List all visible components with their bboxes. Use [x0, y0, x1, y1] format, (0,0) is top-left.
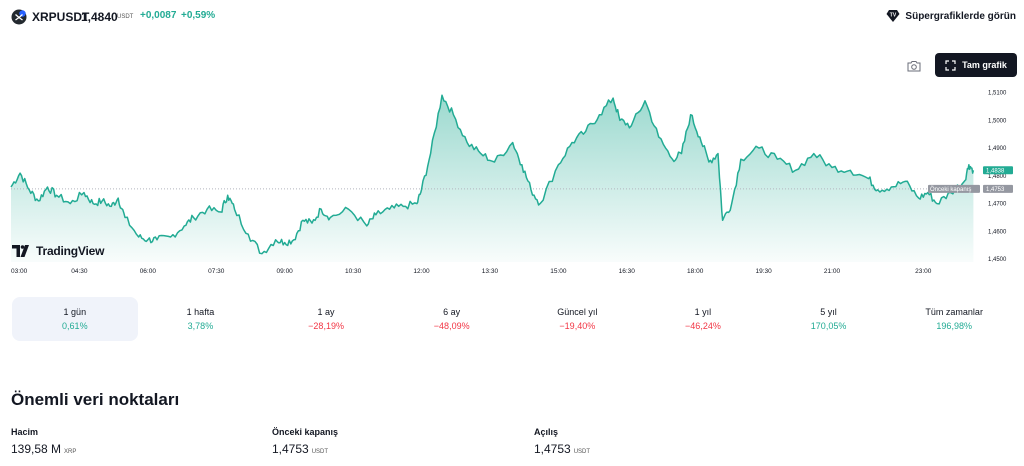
period-change: −19,40%: [559, 321, 596, 331]
key-data-volume: Hacim 139,58 M XRP: [11, 427, 76, 456]
period-label: 1 yıl: [694, 307, 712, 317]
y-axis-tick-label: 1,5000: [988, 118, 1007, 124]
key-data-value: 139,58 M: [11, 442, 62, 456]
y-axis-tick-label: 1,4900: [988, 146, 1007, 152]
period-tab[interactable]: Tüm zamanlar 196,98%: [891, 297, 1017, 341]
x-axis-tick-label: 19:30: [755, 268, 772, 275]
period-label: 6 ay: [443, 307, 461, 317]
period-tab[interactable]: 6 ay −48,09%: [389, 297, 515, 341]
period-tab[interactable]: 1 ay −28,19%: [263, 297, 389, 341]
key-data-open: Açılış 1,4753 USDT: [534, 427, 590, 456]
supercharts-link-label: Süpergrafiklerde görün: [905, 10, 1016, 22]
period-label: Tüm zamanlar: [925, 307, 983, 317]
x-axis-tick-label: 23:00: [915, 268, 932, 275]
period-label: 1 gün: [63, 307, 87, 317]
period-change: 3,78%: [187, 321, 214, 331]
period-label: 1 hafta: [186, 307, 215, 317]
y-axis-tick-label: 1,4800: [988, 174, 1007, 180]
tradingview-logo-icon: [12, 245, 29, 257]
supercharts-badge-icon: TV: [886, 10, 900, 22]
price-series-line: [10, 94, 975, 255]
x-axis-tick-label: 04:30: [71, 268, 88, 275]
x-axis-tick-label: 06:00: [140, 268, 157, 275]
key-data-unit: XRP: [64, 449, 77, 455]
x-axis-tick-label: 12:00: [413, 268, 430, 275]
period-tab[interactable]: Güncel yıl −19,40%: [515, 297, 641, 341]
x-axis-tick-label: 10:30: [345, 268, 362, 275]
last-price-tag-value: 1,4838: [986, 168, 1005, 174]
x-axis-tick-label: 13:30: [482, 268, 499, 275]
y-axis-tick-label: 1,4700: [988, 202, 1007, 208]
period-change: −28,19%: [308, 321, 344, 331]
key-data-value: 1,4753: [534, 442, 571, 456]
x-axis-tick-label: 15:00: [550, 268, 567, 275]
key-data-title: Önemli veri noktaları: [11, 390, 180, 409]
x-axis-tick-label: 07:30: [208, 268, 225, 275]
key-data-previous-close: Önceki kapanış 1,4753 USDT: [272, 427, 338, 456]
period-selector: 1 gün 0,61% 1 hafta 3,78% 1 ay −28,19% 6 ay −48…: [12, 297, 1017, 341]
period-change: 0,61%: [62, 321, 88, 331]
key-data-unit: USDT: [311, 449, 329, 455]
full-chart-button[interactable]: Tam grafik: [935, 53, 1017, 77]
key-data-label: Açılış: [534, 427, 559, 437]
x-axis-tick-label: 09:00: [277, 268, 294, 275]
period-tab[interactable]: 1 yıl −46,24%: [640, 297, 766, 341]
price-chart[interactable]: 1,5100 1,5000 1,4900 1,4800 1,4700 1,4600 1,45…: [0, 40, 1024, 285]
tradingview-logo-text: TradingView: [36, 244, 105, 258]
period-change: 170,05%: [810, 321, 847, 331]
period-tab[interactable]: 1 hafta 3,78%: [138, 297, 264, 341]
previous-close-tag: Önceki kapanış 1,4753: [928, 184, 1013, 193]
supercharts-link[interactable]: TV Süpergrafiklerde görün: [886, 9, 1016, 23]
price-change-percent: +0,59%: [181, 10, 216, 21]
period-label: 5 yıl: [820, 307, 837, 317]
xrp-coin-icon: [11, 9, 27, 25]
key-data-label: Önceki kapanış: [272, 427, 339, 437]
price-currency: USDT: [117, 14, 134, 20]
full-chart-label: Tam grafik: [962, 60, 1007, 70]
x-axis-tick-label: 18:00: [687, 268, 704, 275]
x-axis-tick-label: 03:00: [11, 268, 28, 275]
price-area-fill: [11, 95, 974, 262]
symbol-header: XRPUSDT 1,4840 USDT +0,0087 +0,59% TV Sü…: [0, 0, 1024, 34]
period-change: 196,98%: [936, 321, 972, 331]
symbol-name: XRPUSDT: [32, 10, 90, 24]
previous-close-label: Önceki kapanış: [930, 186, 971, 193]
camera-icon: [907, 61, 921, 72]
price-chart-svg[interactable]: 1,5100 1,5000 1,4900 1,4800 1,4700 1,4600 1,45…: [0, 40, 1024, 285]
x-axis-tick-label: 21:00: [824, 268, 841, 275]
key-data-value: 1,4753: [272, 442, 309, 456]
key-data-label: Hacim: [11, 427, 39, 437]
period-tab[interactable]: 1 gün 0,61%: [12, 297, 138, 341]
period-change: −48,09%: [433, 321, 470, 331]
y-axis-tick-label: 1,4600: [988, 229, 1007, 235]
period-change: −46,24%: [685, 321, 721, 331]
snapshot-button[interactable]: [900, 54, 928, 78]
last-price-tag: 1,4838: [983, 166, 1013, 175]
last-price: 1,4840: [81, 10, 118, 24]
previous-close-value: 1,4753: [986, 187, 1005, 193]
expand-icon: [945, 59, 956, 71]
period-tab[interactable]: 5 yıl 170,05%: [766, 297, 892, 341]
y-axis-tick-label: 1,4500: [988, 257, 1007, 263]
price-change-absolute: +0,0087: [140, 10, 177, 21]
x-axis-tick-label: 16:30: [619, 268, 636, 275]
period-label: 1 ay: [317, 307, 335, 317]
period-label: Güncel yıl: [557, 307, 598, 317]
svg-text:TV: TV: [890, 13, 897, 19]
key-data-unit: USDT: [573, 449, 591, 455]
y-axis-tick-label: 1,5100: [988, 91, 1007, 97]
tradingview-logo[interactable]: TradingView: [12, 244, 104, 258]
